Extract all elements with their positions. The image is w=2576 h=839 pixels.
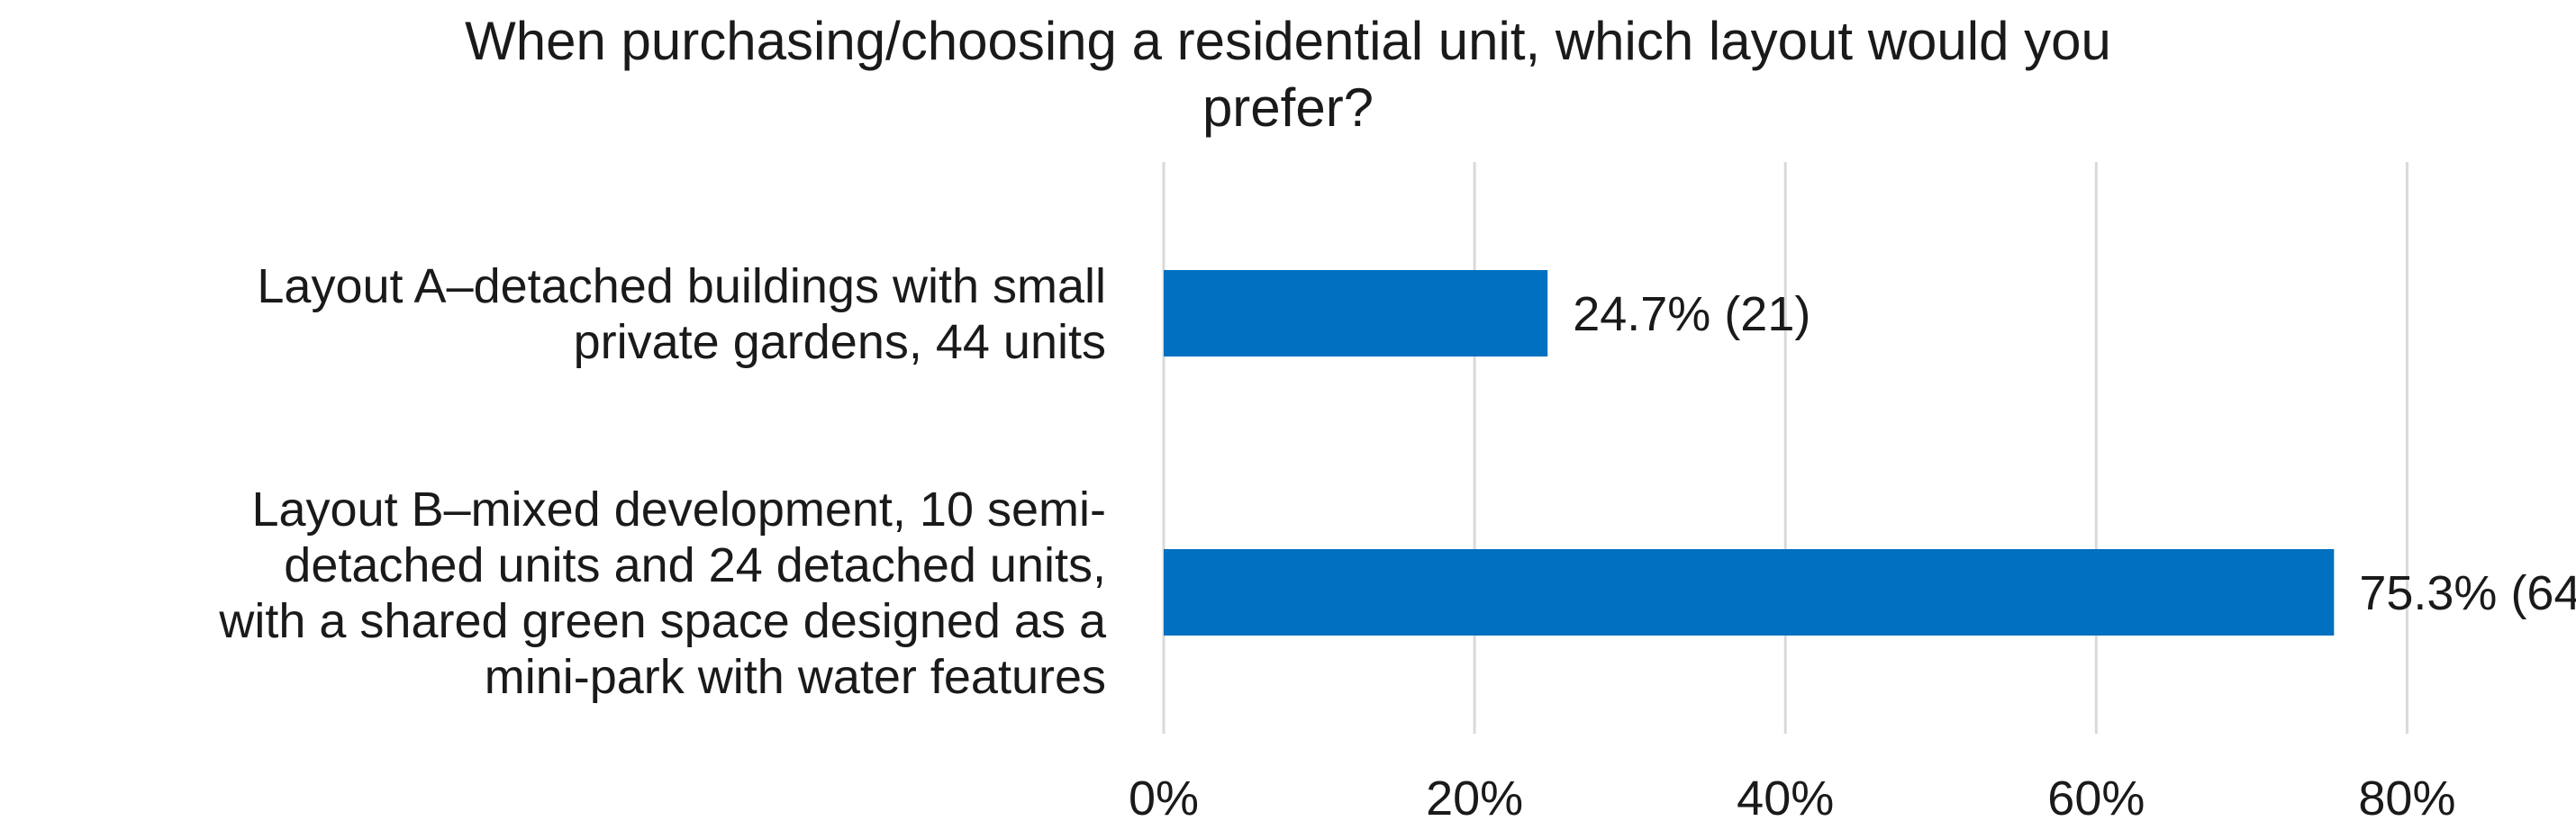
x-tick-label: 60%: [2047, 771, 2145, 825]
x-axis-tick-labels: 0% 20% 40% 60% 80%: [1129, 771, 2456, 825]
x-tick-label: 0%: [1129, 771, 1199, 825]
chart-title-line: prefer?: [1202, 77, 1374, 138]
data-label: 24.7% (21): [1573, 287, 1810, 341]
chart-title: When purchasing/choosing a residential u…: [465, 11, 2111, 138]
category-label-line: detached units and 24 detached units,: [284, 538, 1106, 592]
data-labels: 24.7% (21) 75.3% (64): [1573, 287, 2576, 620]
chart-title-line: When purchasing/choosing a residential u…: [465, 11, 2111, 71]
category-label-line: Layout B–mixed development, 10 semi-: [251, 483, 1106, 537]
bars: [1164, 270, 2335, 636]
x-tick-label: 20%: [1426, 771, 1523, 825]
category-label-line: mini-park with water features: [485, 650, 1106, 704]
category-label-line: private gardens, 44 units: [574, 315, 1106, 369]
data-label: 75.3% (64): [2359, 566, 2576, 620]
category-label-line: with a shared green space designed as a: [218, 594, 1107, 648]
category-label-line: Layout A–detached buildings with small: [257, 259, 1106, 313]
bar: [1164, 549, 2335, 636]
gridlines: [1162, 162, 2408, 734]
x-tick-label: 40%: [1737, 771, 1834, 825]
category-labels: Layout A–detached buildings with smallpr…: [218, 259, 1107, 704]
bar: [1164, 270, 1548, 356]
x-tick-label: 80%: [2358, 771, 2455, 825]
